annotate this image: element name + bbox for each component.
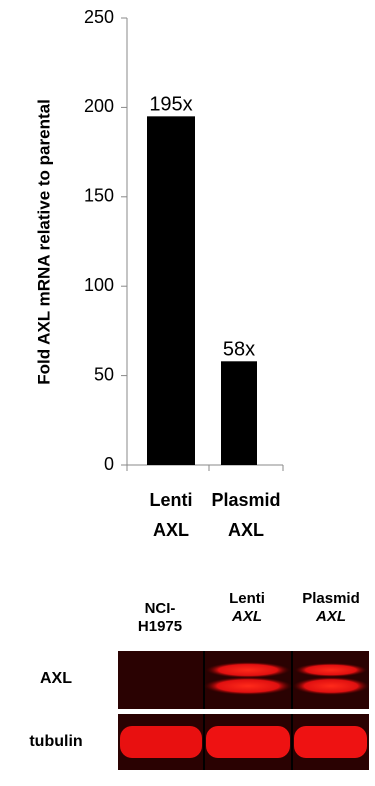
y-tick-label: 50 — [94, 364, 114, 384]
band — [294, 726, 367, 758]
blot — [118, 651, 369, 770]
value-label: 195x — [149, 94, 192, 116]
y-tick-label: 100 — [84, 275, 114, 295]
bar — [221, 361, 257, 465]
lane-label-line: AXL — [286, 608, 375, 626]
y-tick-label: 200 — [84, 96, 114, 116]
band — [120, 726, 202, 758]
lane-label: NCI-H1975 — [115, 600, 205, 636]
y-tick-label: 150 — [84, 186, 114, 206]
chart: Fold AXL mRNA relative to parental 0 50 10… — [0, 0, 375, 786]
row-label: AXL — [6, 670, 106, 688]
figure: Fold AXL mRNA relative to parental 0 50 10… — [0, 0, 375, 786]
band — [295, 663, 367, 677]
lane-label-line: Plasmid — [286, 590, 375, 608]
row-label: tubulin — [6, 733, 106, 751]
bar — [147, 116, 195, 465]
y-axis-label: Fold AXL mRNA relative to parental — [34, 99, 53, 385]
band — [204, 677, 292, 695]
lane-label-line: NCI- — [115, 600, 205, 618]
lane-label-line: Lenti — [202, 590, 292, 608]
y-tick-label: 0 — [104, 454, 114, 474]
value-label: 58x — [223, 339, 255, 361]
lane-label-line: AXL — [202, 608, 292, 626]
x-tick-label: Lenti AXL — [131, 485, 211, 545]
lane-label-line: H1975 — [115, 618, 205, 636]
band — [293, 677, 369, 695]
y-tick-label: 250 — [84, 7, 114, 27]
band — [206, 662, 290, 678]
x-tick-label: Plasmid AXL — [206, 485, 286, 545]
band — [206, 726, 290, 758]
